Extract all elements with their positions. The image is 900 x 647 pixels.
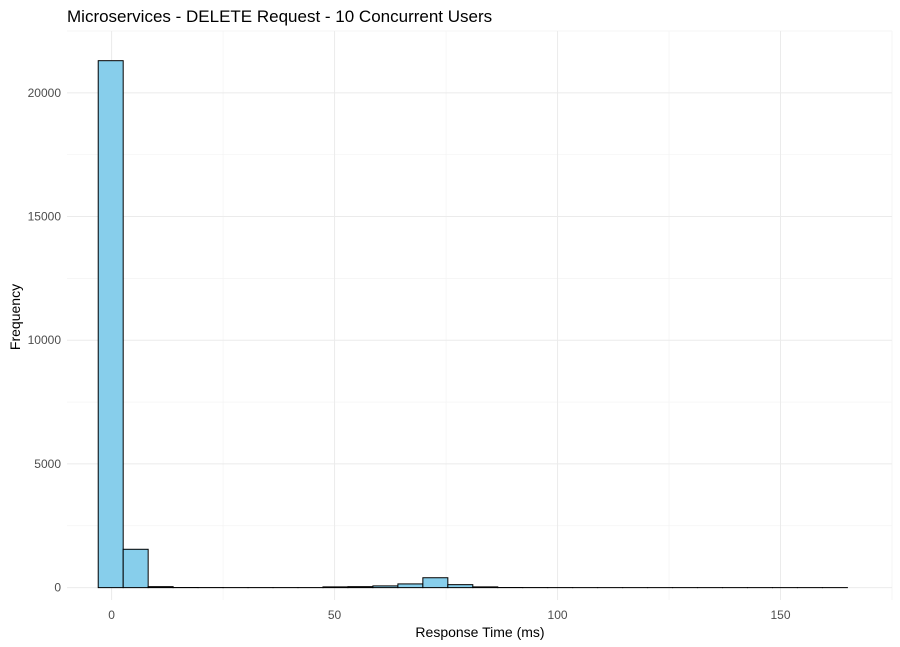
x-tick-label: 100 bbox=[548, 608, 568, 622]
histogram-bar bbox=[472, 586, 499, 589]
y-tick-label: 20000 bbox=[28, 86, 62, 100]
x-tick-label: 150 bbox=[770, 608, 790, 622]
histogram-bar bbox=[372, 585, 399, 589]
histogram-bar bbox=[347, 586, 374, 589]
y-tick-label: 0 bbox=[54, 581, 61, 595]
histogram-bar bbox=[397, 583, 424, 589]
x-tick-label: 0 bbox=[108, 608, 115, 622]
histogram-bar bbox=[422, 577, 449, 589]
x-axis-title: Response Time (ms) bbox=[415, 624, 544, 640]
tick-labels: 0 50 100 150 0 5000 10000 15000 20000 bbox=[28, 86, 791, 622]
y-tick-label: 15000 bbox=[28, 210, 62, 224]
x-tick-label: 50 bbox=[328, 608, 342, 622]
y-axis-title: Frequency bbox=[7, 284, 23, 350]
bars bbox=[97, 60, 848, 589]
histogram-bar bbox=[447, 584, 474, 589]
histogram-bar bbox=[147, 586, 174, 589]
histogram-bar bbox=[122, 548, 149, 589]
grid bbox=[67, 30, 893, 600]
histogram-bar bbox=[97, 60, 124, 589]
chart-title: Microservices - DELETE Request - 10 Conc… bbox=[67, 7, 492, 26]
y-tick-label: 10000 bbox=[28, 333, 62, 347]
y-tick-label: 5000 bbox=[34, 457, 61, 471]
histogram-bar bbox=[322, 586, 349, 589]
